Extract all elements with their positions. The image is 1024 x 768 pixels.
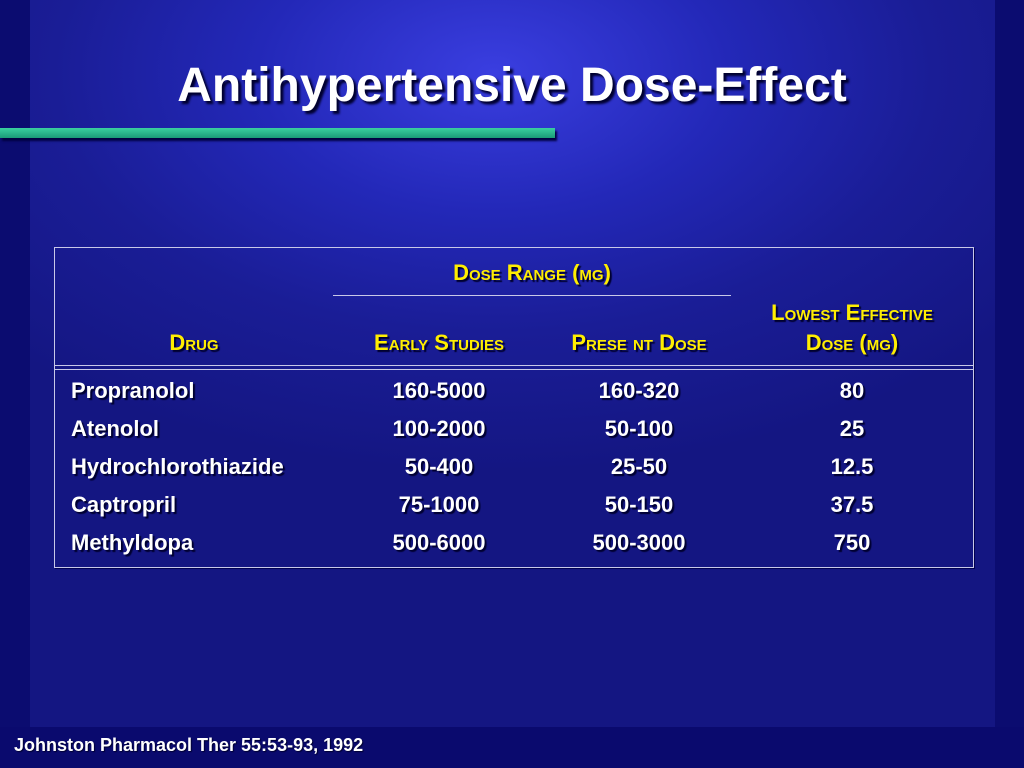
slide-background [30,0,995,727]
drug-cell: Hydrochlorothiazide [71,454,284,479]
slide-title: Antihypertensive Dose-Effect [177,59,847,112]
left-edge-strip [0,0,30,768]
header-divider-double [55,369,973,370]
lowest-effective-cell: 12.5 [830,454,874,479]
early-studies-cell: 160-5000 [392,378,486,403]
present-dose-cell: 160-320 [598,378,680,403]
right-edge-strip [995,0,1024,768]
header-early-studies: Early Studies [374,330,504,355]
drug-cell: Atenolol [71,416,159,441]
lowest-effective-cell: 37.5 [830,492,874,517]
bottom-strip [0,727,1024,768]
early-studies-cell: 75-1000 [398,492,480,517]
lowest-effective-cell: 750 [833,530,871,555]
drug-cell: Captropril [71,492,177,517]
early-studies-cell: 500-6000 [392,530,486,555]
early-studies-cell: 100-2000 [392,416,486,441]
header-lowest-effective-line2: Dose (mg) [805,330,899,355]
header-divider [55,365,973,366]
header-present-dose: Prese nt Dose [571,330,707,355]
drug-cell: Methyldopa [71,530,194,555]
present-dose-cell: 25-50 [610,454,668,479]
present-dose-cell: 500-3000 [592,530,686,555]
lowest-effective-cell: 80 [839,378,865,403]
present-dose-cell: 50-100 [604,416,674,441]
header-dose-range: Dose Range (mg) [453,260,611,285]
dose-range-underline [333,295,731,296]
header-drug: Drug [169,330,219,355]
citation-footer: Johnston Pharmacol Ther 55:53-93, 1992 [14,735,364,755]
dose-effect-table: Dose Range (mg) Drug Early Studies Prese… [54,247,974,568]
present-dose-cell: 50-150 [604,492,674,517]
drug-cell: Propranolol [71,378,195,403]
title-accent-bar [0,128,555,138]
header-lowest-effective-line1: Lowest Effective [771,300,933,325]
early-studies-cell: 50-400 [404,454,474,479]
lowest-effective-cell: 25 [839,416,865,441]
